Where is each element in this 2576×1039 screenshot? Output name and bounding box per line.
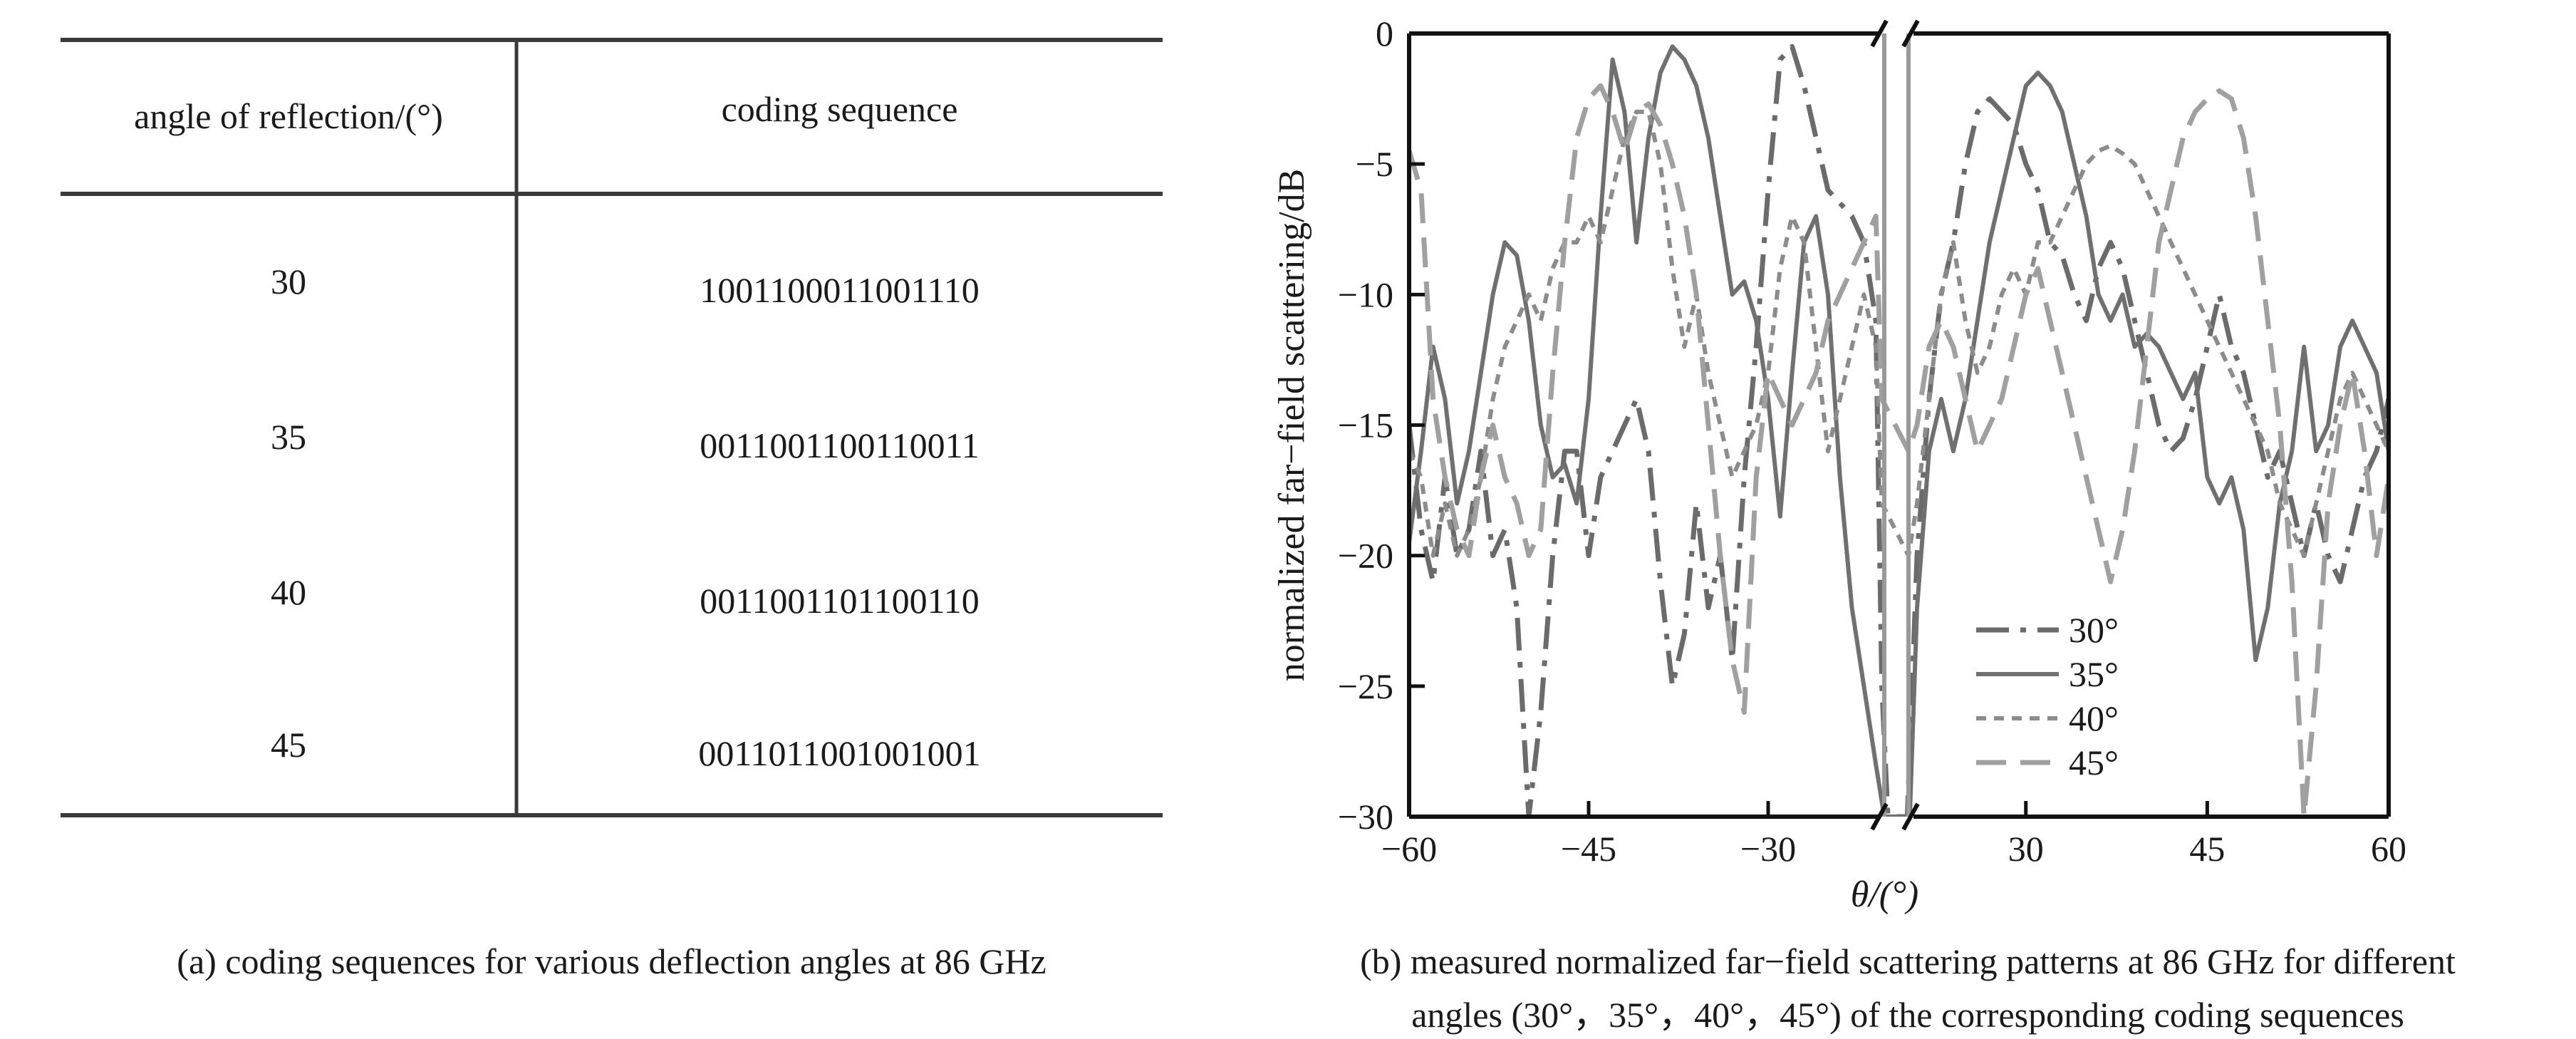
x-tick-label: 60 <box>2371 829 2406 869</box>
legend-label-2: 35° <box>2069 654 2119 694</box>
x-tick-label: 45 <box>2189 829 2225 869</box>
header-angle: angle of reflection/(°) <box>134 96 443 136</box>
y-tick-label: −30 <box>1338 797 1393 837</box>
legend-label-1: 30° <box>2069 610 2119 650</box>
header-coding-sequence: coding sequence <box>721 89 958 129</box>
coding-sequence-table-panel: angle of reflection/(°) coding sequence … <box>0 0 1211 1039</box>
x-axis-title: θ/(°) <box>1851 874 1918 915</box>
axis-break-mark-bottom-left <box>1870 802 1889 831</box>
y-tick-label: −5 <box>1356 144 1393 184</box>
legend-label-4: 45° <box>2069 743 2119 782</box>
row-sequence-4: 0011011001001001 <box>698 733 981 773</box>
legend-label-3: 40° <box>2069 698 2119 738</box>
series-line-3 <box>1409 109 2389 558</box>
y-tick-label: −25 <box>1338 666 1393 706</box>
row-sequence-1: 1001100011001110 <box>700 270 980 310</box>
caption-a: (a) coding sequences for various deflect… <box>177 941 1046 981</box>
series-line-1 <box>1409 43 2389 817</box>
y-axis-title: normalized far−field scattering/dB <box>1272 169 1312 682</box>
axis-break-bar-left <box>1882 33 1886 817</box>
caption-b-line1: (b) measured normalized far−field scatte… <box>1360 941 2456 981</box>
row-angle-3: 40 <box>271 572 306 612</box>
table-rules <box>61 38 1163 817</box>
axis-break-mark-top-right <box>1901 19 1920 48</box>
series-line-2 <box>1409 44 2389 817</box>
row-sequence-2: 0011001100110011 <box>700 425 980 465</box>
x-tick-label: 30 <box>2008 829 2044 869</box>
x-tick-label: −30 <box>1740 829 1796 869</box>
y-tick-label: −20 <box>1338 536 1393 576</box>
y-tick-label: 0 <box>1376 14 1393 53</box>
x-tick-label: −60 <box>1381 829 1437 869</box>
axis-break-mark-bottom-right <box>1901 802 1920 831</box>
row-sequence-3: 0011001101100110 <box>700 581 980 621</box>
axis-break-mark-top-left <box>1870 19 1889 48</box>
y-tick-label: −10 <box>1338 274 1393 314</box>
x-tick-label: −45 <box>1561 829 1616 869</box>
y-tick-label: −15 <box>1338 405 1393 445</box>
row-angle-2: 35 <box>271 417 306 457</box>
row-angle-1: 30 <box>271 262 306 301</box>
row-angle-4: 45 <box>271 725 306 765</box>
axis-break-bar-right <box>1906 33 1911 817</box>
caption-b-line2: angles (30°，35°，40°，45°) of the correspo… <box>1411 995 2404 1035</box>
series-line-4 <box>1409 83 2389 817</box>
